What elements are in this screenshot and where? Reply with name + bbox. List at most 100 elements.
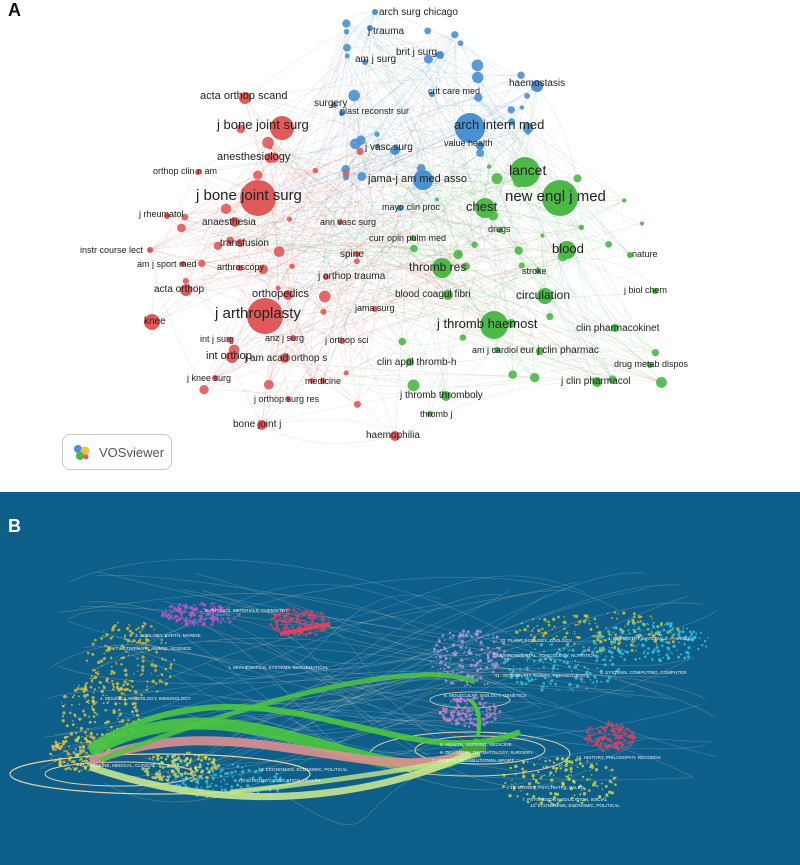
map-point xyxy=(151,679,156,684)
network-node-small xyxy=(434,197,439,202)
map-point xyxy=(211,610,215,614)
network-edge xyxy=(289,218,651,366)
map-point xyxy=(145,770,150,775)
map-point xyxy=(606,722,611,727)
map-point xyxy=(573,665,578,669)
map-point xyxy=(81,759,85,763)
map-point xyxy=(177,754,180,757)
map-point xyxy=(176,775,180,778)
network-edge xyxy=(233,146,378,351)
network-edge xyxy=(229,127,283,341)
network-edge xyxy=(447,265,522,299)
map-point xyxy=(66,752,70,756)
map-point xyxy=(83,694,87,698)
map-point xyxy=(555,757,560,761)
citation-curve xyxy=(140,584,432,649)
map-point xyxy=(167,776,170,779)
map-point xyxy=(454,721,459,726)
map-point xyxy=(179,772,182,775)
map-point xyxy=(555,674,559,679)
map-point xyxy=(605,731,607,733)
map-point xyxy=(536,643,538,645)
map-point xyxy=(258,766,260,768)
map-point xyxy=(520,785,524,788)
map-point xyxy=(683,637,688,641)
map-point xyxy=(445,707,449,711)
map-point xyxy=(230,771,234,775)
network-edge xyxy=(462,152,481,338)
network-edge xyxy=(217,157,275,246)
map-point xyxy=(184,753,186,755)
map-point xyxy=(125,683,129,686)
map-point xyxy=(141,628,144,631)
map-point xyxy=(82,746,85,749)
map-point xyxy=(631,741,634,744)
map-point xyxy=(526,668,529,672)
network-edge xyxy=(257,197,539,272)
map-point xyxy=(464,715,468,719)
map-point xyxy=(100,733,104,737)
dual-map-left-label: 10. ECONOMICS, ECONOMIC, POLITICAL xyxy=(258,767,348,772)
network-edge xyxy=(239,77,478,244)
map-point xyxy=(171,604,174,608)
network-node xyxy=(195,169,201,175)
map-point xyxy=(142,621,145,624)
map-point xyxy=(564,770,566,772)
map-point xyxy=(554,770,557,773)
map-point xyxy=(158,770,160,773)
map-point xyxy=(258,776,262,780)
network-edge xyxy=(364,61,522,76)
network-node-small xyxy=(263,379,274,390)
map-point xyxy=(483,701,487,705)
map-point xyxy=(141,624,145,629)
map-point xyxy=(476,697,479,700)
map-point xyxy=(450,657,452,659)
network-edge xyxy=(279,250,357,262)
map-point xyxy=(246,780,249,783)
network-edge xyxy=(315,170,512,324)
network-edge xyxy=(278,287,512,324)
map-point xyxy=(228,606,231,609)
network-edge xyxy=(333,104,546,297)
map-point xyxy=(541,631,544,634)
map-point xyxy=(632,644,635,648)
map-point xyxy=(478,636,480,639)
network-node xyxy=(331,102,337,108)
map-point xyxy=(219,622,222,624)
map-point xyxy=(219,770,222,774)
map-point xyxy=(571,760,574,762)
network-edge xyxy=(289,178,498,220)
map-point xyxy=(454,718,458,722)
map-point xyxy=(485,666,489,670)
map-point xyxy=(591,783,596,787)
map-point xyxy=(658,625,660,628)
network-node-small xyxy=(398,337,407,346)
network-edge xyxy=(268,374,535,386)
map-point xyxy=(469,721,473,725)
map-point xyxy=(105,633,109,637)
map-point xyxy=(633,639,636,642)
map-point xyxy=(112,685,115,689)
network-edge xyxy=(493,109,514,326)
map-point xyxy=(520,680,523,684)
network-edge xyxy=(149,166,490,251)
map-point xyxy=(586,729,589,733)
map-point xyxy=(83,685,88,690)
map-point xyxy=(186,751,189,754)
map-point xyxy=(457,635,462,639)
map-point xyxy=(213,766,218,770)
map-point xyxy=(651,650,655,654)
map-point xyxy=(654,634,656,636)
map-point xyxy=(573,794,576,797)
map-point xyxy=(156,690,159,693)
map-point xyxy=(542,685,545,688)
map-point xyxy=(134,709,139,713)
network-edge xyxy=(244,97,313,381)
map-point xyxy=(497,649,500,651)
map-point xyxy=(165,607,167,609)
citation-curve xyxy=(202,590,570,656)
network-edge xyxy=(230,234,358,262)
map-point xyxy=(195,769,199,773)
network-edge xyxy=(421,184,582,228)
